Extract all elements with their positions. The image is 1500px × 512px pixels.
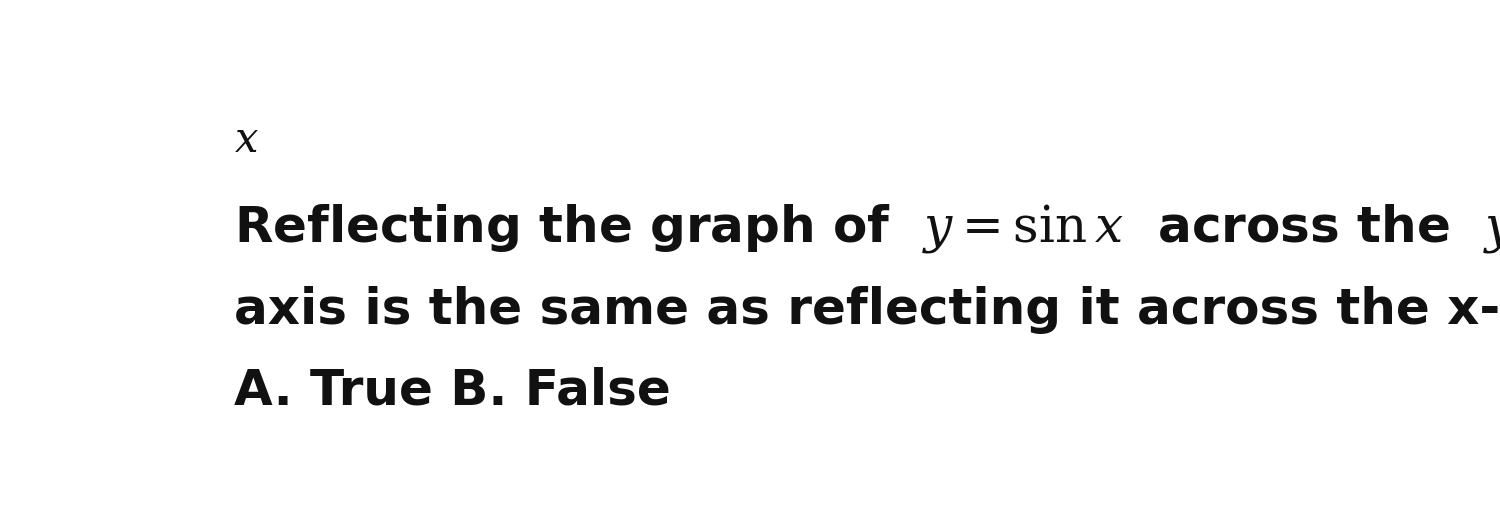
Text: A. True B. False: A. True B. False: [234, 367, 670, 415]
Text: Reflecting the graph of  $y = \sin x$  across the  $y$ -: Reflecting the graph of $y = \sin x$ acr…: [234, 202, 1500, 255]
Text: $x$: $x$: [234, 119, 260, 161]
Text: axis is the same as reflecting it across the x-axis.: axis is the same as reflecting it across…: [234, 286, 1500, 334]
